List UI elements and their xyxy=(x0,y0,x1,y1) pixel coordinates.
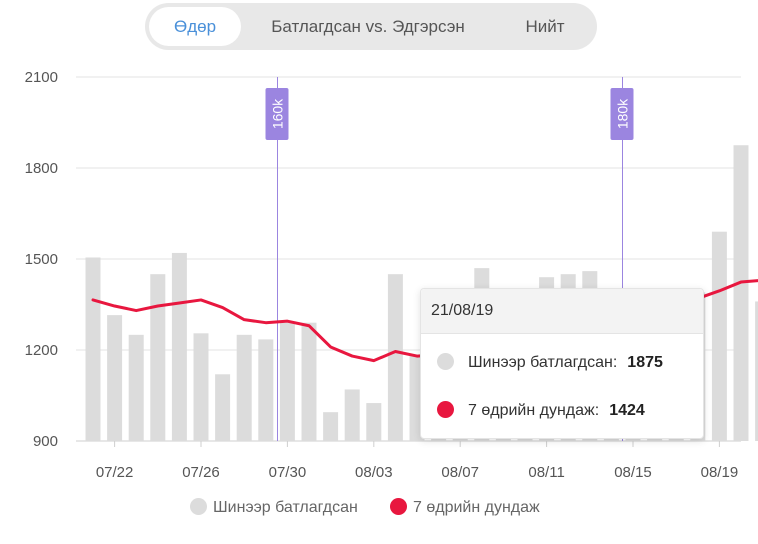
tooltip-row-value: 1424 xyxy=(609,402,645,419)
tooltip-row-value: 1875 xyxy=(627,354,663,371)
x-tick-label: 08/07 xyxy=(441,464,479,481)
bar[interactable] xyxy=(236,334,252,441)
y-tick-label: 900 xyxy=(33,433,58,450)
bar[interactable] xyxy=(85,257,101,441)
bar[interactable] xyxy=(301,322,317,441)
x-tick-label: 07/22 xyxy=(96,464,134,481)
y-tick-label: 2100 xyxy=(25,69,58,86)
tooltip-row-new-cases: Шинээр батлагдсан: 1875 xyxy=(437,353,663,373)
tooltip-row-label: 7 өдрийн дундаж: xyxy=(468,402,600,419)
x-tick-label: 07/30 xyxy=(269,464,307,481)
bar[interactable] xyxy=(150,274,166,441)
milestone-label: 180k xyxy=(615,98,631,129)
bar[interactable] xyxy=(171,252,187,441)
x-tick-label: 08/19 xyxy=(701,464,739,481)
x-tick-label: 07/26 xyxy=(182,464,220,481)
bar[interactable] xyxy=(193,333,209,441)
bar[interactable] xyxy=(107,315,123,441)
bar[interactable] xyxy=(258,339,274,441)
y-tick-label: 1500 xyxy=(25,251,58,268)
view-tab-switcher: Өдөр Батлагдсан vs. Эдгэрсэн Нийт xyxy=(145,3,597,50)
milestone-badge xyxy=(610,88,634,140)
tab-daily[interactable]: Өдөр xyxy=(149,7,241,46)
tab-confirmed-vs-recovered[interactable]: Батлагдсан vs. Эдгэрсэн xyxy=(271,17,465,36)
bar[interactable] xyxy=(387,274,403,441)
x-tick-label: 08/03 xyxy=(355,464,393,481)
y-tick-label: 1800 xyxy=(25,160,58,177)
line-series-dot-icon xyxy=(437,401,454,418)
bar[interactable] xyxy=(711,231,727,441)
bar[interactable] xyxy=(733,145,749,441)
milestone-label: 160k xyxy=(270,98,286,129)
line-series-dot-icon xyxy=(390,498,407,515)
bar[interactable] xyxy=(128,334,144,441)
y-tick-label: 1200 xyxy=(25,342,58,359)
bar-series-dot-icon xyxy=(437,353,454,370)
chart-tooltip: 21/08/19 Шинээр батлагдсан: 1875 7 өдрийн… xyxy=(420,288,704,439)
bar[interactable] xyxy=(366,403,382,441)
tooltip-row-label: Шинээр батлагдсан: xyxy=(468,354,618,371)
bar[interactable] xyxy=(344,389,360,441)
bar[interactable] xyxy=(755,301,758,441)
tooltip-date: 21/08/19 xyxy=(421,289,703,334)
tooltip-row-7day-average: 7 өдрийн дундаж: 1424 xyxy=(437,401,645,421)
legend-label: Шинээр батлагдсан xyxy=(213,499,358,516)
milestone-badge xyxy=(265,88,289,140)
bar[interactable] xyxy=(323,412,339,441)
tab-total[interactable]: Нийт xyxy=(525,17,565,36)
bar[interactable] xyxy=(215,374,231,441)
bar-series-dot-icon xyxy=(190,498,207,515)
x-tick-label: 08/15 xyxy=(614,464,652,481)
x-tick-label: 08/11 xyxy=(528,464,564,481)
bar[interactable] xyxy=(279,322,295,441)
legend-item-new-cases[interactable]: Шинээр батлагдсан xyxy=(190,497,358,519)
legend-label: 7 өдрийн дундаж xyxy=(413,499,540,516)
legend-item-7day-average[interactable]: 7 өдрийн дундаж xyxy=(390,497,540,519)
